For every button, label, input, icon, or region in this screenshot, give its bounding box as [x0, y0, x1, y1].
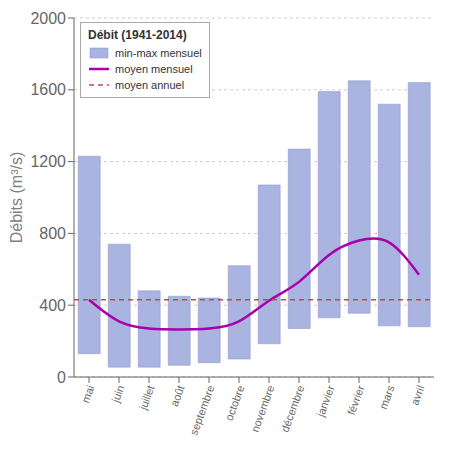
html-text:Débit (1941-2014): Débit (1941-2014): [88, 28, 187, 42]
svg-text:mars: mars: [377, 383, 397, 411]
svg-text:Débits (m³/s): Débits (m³/s): [8, 152, 25, 244]
svg-text:avril: avril: [408, 384, 426, 407]
html-text:moyen mensuel: moyen mensuel: [115, 63, 193, 75]
svg-text:décembre: décembre: [279, 384, 307, 434]
svg-text:novembre: novembre: [249, 384, 277, 434]
svg-text:septembre: septembre: [187, 384, 216, 437]
svg-text:janvier: janvier: [314, 383, 337, 419]
svg-text:0: 0: [57, 369, 66, 386]
svg-text:août: août: [168, 384, 187, 408]
svg-text:février: février: [345, 383, 367, 416]
svg-text:octobre: octobre: [223, 384, 247, 423]
svg-text:mai: mai: [79, 384, 96, 405]
svg-text:juin: juin: [109, 384, 126, 405]
svg-text:juillet: juillet: [136, 384, 156, 413]
svg-text:2000: 2000: [30, 10, 66, 27]
html-text:min-max mensuel: min-max mensuel: [115, 47, 202, 59]
svg-text:400: 400: [39, 297, 66, 314]
svg-text:800: 800: [39, 225, 66, 242]
svg-text:1200: 1200: [30, 153, 66, 170]
svg-text:1600: 1600: [30, 81, 66, 98]
html-text:moyen annuel: moyen annuel: [115, 79, 185, 91]
